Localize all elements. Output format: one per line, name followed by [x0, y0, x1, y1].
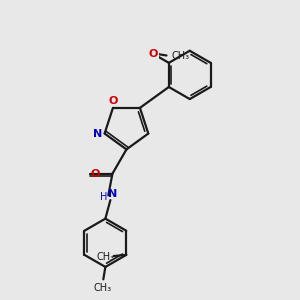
Text: N: N — [108, 189, 117, 199]
Text: O: O — [91, 169, 100, 178]
Text: H: H — [100, 192, 108, 202]
Text: O: O — [108, 96, 118, 106]
Text: CH₃: CH₃ — [172, 51, 190, 62]
Text: O: O — [149, 49, 158, 59]
Text: CH₃: CH₃ — [97, 252, 115, 262]
Text: CH₃: CH₃ — [93, 283, 112, 292]
Text: N: N — [94, 128, 103, 139]
